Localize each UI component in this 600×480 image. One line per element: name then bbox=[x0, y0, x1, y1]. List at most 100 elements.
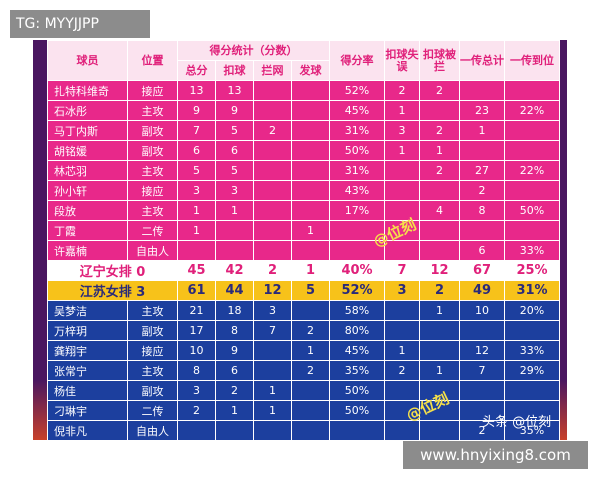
table-frame: 球员 位置 得分统计（分数） 得分率 扣球失误 扣球被拦 一传总计 一传到位 总… bbox=[33, 40, 567, 441]
table-cell bbox=[177, 240, 216, 261]
table-cell: 接应 bbox=[127, 340, 178, 361]
table-cell: 3 bbox=[384, 120, 420, 141]
table-cell: 2 bbox=[419, 120, 460, 141]
table-cell bbox=[384, 320, 420, 341]
table-cell: 67 bbox=[459, 260, 505, 281]
table-cell: 7 bbox=[177, 120, 216, 141]
table-row: 段放 主攻 1 1 17% 4 8 50% bbox=[47, 200, 560, 221]
table-cell bbox=[419, 380, 460, 401]
table-cell bbox=[291, 140, 330, 161]
table-cell: 23 bbox=[459, 100, 505, 121]
table-cell: 5 bbox=[215, 120, 254, 141]
header-cell: 球员 bbox=[47, 40, 128, 81]
table-cell: 40% bbox=[329, 260, 385, 281]
table-cell: 主攻 bbox=[127, 100, 178, 121]
table-cell bbox=[291, 100, 330, 121]
table-cell: 3 bbox=[177, 180, 216, 201]
table-cell: 二传 bbox=[127, 400, 178, 421]
table-cell bbox=[329, 240, 385, 261]
subheader-cell: 拦网 bbox=[253, 60, 292, 81]
header-cell: 一传总计 bbox=[459, 40, 505, 81]
table-cell bbox=[291, 120, 330, 141]
table-cell bbox=[177, 420, 216, 441]
table-cell: 许嘉楠 bbox=[47, 240, 128, 261]
table-cell: 10 bbox=[177, 340, 216, 361]
table-cell: 80% bbox=[329, 320, 385, 341]
table-cell: 刁琳宇 bbox=[47, 400, 128, 421]
table-cell: 49 bbox=[459, 280, 505, 301]
table-cell: 自由人 bbox=[127, 240, 178, 261]
table-cell: 17% bbox=[329, 200, 385, 221]
table-cell bbox=[459, 80, 505, 101]
table-cell bbox=[253, 240, 292, 261]
table-cell: 1 bbox=[419, 300, 460, 321]
table-cell bbox=[253, 340, 292, 361]
table-cell: 2 bbox=[419, 280, 460, 301]
table-cell: 18 bbox=[215, 300, 254, 321]
table-cell: 31% bbox=[329, 160, 385, 181]
table-cell: 7 bbox=[384, 260, 420, 281]
table-cell: 17 bbox=[177, 320, 216, 341]
table-cell: 1 bbox=[253, 380, 292, 401]
table-cell: 吴梦洁 bbox=[47, 300, 128, 321]
table-cell bbox=[253, 80, 292, 101]
table-cell: 2 bbox=[459, 180, 505, 201]
table-cell: 31% bbox=[504, 280, 560, 301]
table-cell: 孙小轩 bbox=[47, 180, 128, 201]
table-cell: 2 bbox=[459, 420, 505, 441]
site-label: www.hnyixing8.com bbox=[403, 441, 588, 469]
table-cell: 6 bbox=[215, 360, 254, 381]
table-cell: 58% bbox=[329, 300, 385, 321]
table-cell: 44 bbox=[215, 280, 254, 301]
table-cell: 20% bbox=[504, 300, 560, 321]
table-cell: 52% bbox=[329, 280, 385, 301]
table-cell: 8 bbox=[459, 200, 505, 221]
table-cell: 33% bbox=[504, 340, 560, 361]
table-cell bbox=[419, 180, 460, 201]
table-row: 倪非凡 自由人 2 35% bbox=[47, 420, 560, 441]
table-cell: 27 bbox=[459, 160, 505, 181]
table-cell: 43% bbox=[329, 180, 385, 201]
table-cell bbox=[384, 180, 420, 201]
table-cell: 3 bbox=[215, 180, 254, 201]
table-row: 吴梦洁 主攻 21 18 3 58% 1 10 20% bbox=[47, 300, 560, 321]
table-cell: 22% bbox=[504, 160, 560, 181]
table-cell: 13 bbox=[215, 80, 254, 101]
table-cell bbox=[291, 380, 330, 401]
table-cell: 主攻 bbox=[127, 200, 178, 221]
table-cell: 主攻 bbox=[127, 160, 178, 181]
table-cell bbox=[384, 220, 420, 241]
header-row: 球员 位置 得分统计（分数） 得分率 扣球失误 扣球被拦 一传总计 一传到位 bbox=[47, 40, 560, 81]
table-cell: 自由人 bbox=[127, 420, 178, 441]
table-cell: 61 bbox=[177, 280, 216, 301]
table-cell: 35% bbox=[329, 360, 385, 381]
table-row: 胡铭媛 副攻 6 6 50% 1 1 bbox=[47, 140, 560, 161]
table-cell: 2 bbox=[384, 80, 420, 101]
table-cell bbox=[504, 140, 560, 161]
table-cell: 2 bbox=[253, 260, 292, 281]
table-cell: 接应 bbox=[127, 180, 178, 201]
table-cell bbox=[504, 220, 560, 241]
table-cell: 50% bbox=[329, 380, 385, 401]
table-cell: 倪非凡 bbox=[47, 420, 128, 441]
table-row: 石冰彤 主攻 9 9 45% 1 23 22% bbox=[47, 100, 560, 121]
table-cell: 1 bbox=[419, 360, 460, 381]
table-cell bbox=[253, 220, 292, 241]
table-cell: 45% bbox=[329, 100, 385, 121]
table-cell bbox=[504, 320, 560, 341]
table-cell: 25% bbox=[504, 260, 560, 281]
table-cell: 22% bbox=[504, 100, 560, 121]
subheader-cell: 总分 bbox=[177, 60, 216, 81]
table-cell: 杨佳 bbox=[47, 380, 128, 401]
table-cell: 二传 bbox=[127, 220, 178, 241]
table-cell bbox=[253, 140, 292, 161]
table-cell: 45 bbox=[177, 260, 216, 281]
credit: 头条 @位刻 bbox=[482, 415, 552, 430]
table-cell bbox=[291, 80, 330, 101]
table-cell: 35% bbox=[504, 420, 560, 441]
table-cell: 马丁内斯 bbox=[47, 120, 128, 141]
table-cell: 2 bbox=[384, 360, 420, 381]
table-row: 丁霞 二传 1 1 bbox=[47, 220, 560, 241]
table-row: 孙小轩 接应 3 3 43% 2 bbox=[47, 180, 560, 201]
header-cell: 位置 bbox=[127, 40, 178, 81]
